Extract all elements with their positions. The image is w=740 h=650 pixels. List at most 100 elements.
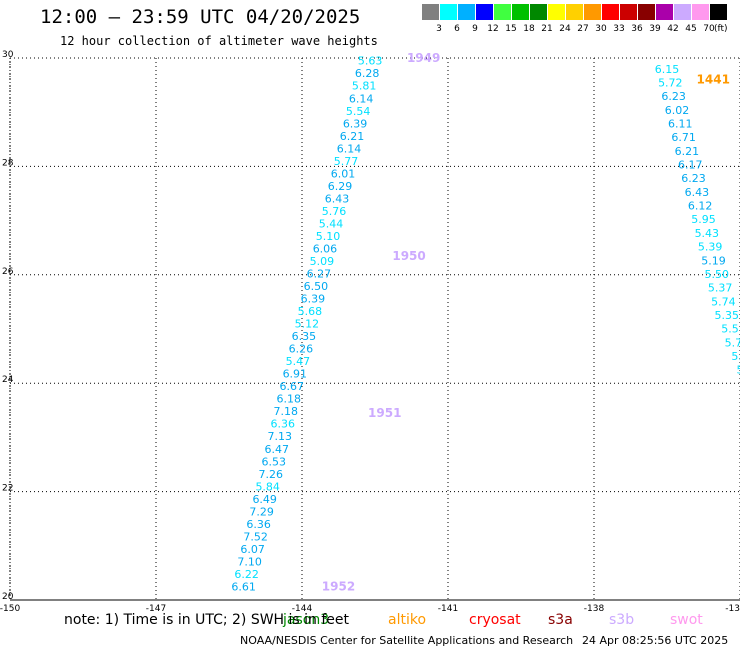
swh-value-track-b: 6.23: [661, 90, 686, 103]
color-scale-label: 6: [454, 24, 460, 34]
swh-value-track-b: 5.: [731, 350, 740, 363]
swh-value-track-b: 6.11: [668, 118, 693, 131]
time-label: 1441: [697, 73, 730, 87]
color-scale-label: 3: [436, 24, 442, 34]
x-tick-label: -141: [438, 604, 458, 612]
swh-value-track-b: 5.43: [695, 227, 720, 240]
chart-subtitle: 12 hour collection of altimeter wave hei…: [60, 34, 378, 48]
swh-value-track-a: 5.12: [295, 318, 320, 331]
color-scale-unit: (ft): [714, 24, 728, 34]
swh-value-track-a: 6.61: [231, 580, 256, 593]
color-swatch: [602, 4, 619, 20]
swh-value-track-a: 5.81: [352, 80, 377, 93]
color-swatch: [638, 4, 655, 20]
color-swatch: [494, 4, 511, 20]
swh-value-track-a: 6.50: [304, 280, 329, 293]
satellite-legend: jason3 altiko cryosat s3a s3b swot: [0, 612, 740, 632]
x-tick-label: -138: [584, 604, 605, 612]
swh-value-track-a: 6.28: [355, 67, 380, 80]
color-swatch: [422, 4, 439, 20]
swh-value-track-a: 5.10: [316, 230, 341, 243]
x-tick-label: -13: [725, 604, 740, 612]
color-swatch: [584, 4, 601, 20]
swh-value-track-a: 6.91: [283, 368, 308, 381]
color-swatch: [710, 4, 727, 20]
swh-value-track-a: 7.18: [274, 405, 299, 418]
color-scale-label: 15: [505, 24, 517, 34]
swh-value-track-b: 6.15: [655, 63, 680, 76]
swh-value-track-a: 7.10: [237, 555, 262, 568]
color-swatch: [476, 4, 493, 20]
swh-value-track-b: 6.02: [665, 104, 690, 117]
swh-value-track-a: 6.43: [325, 192, 350, 205]
swh-value-track-a: 5.44: [319, 217, 344, 230]
time-label: 1951: [368, 406, 401, 420]
satellite-legend-jason3: jason3: [283, 612, 330, 628]
swh-value-track-a: 5.68: [298, 305, 323, 318]
swh-value-track-a: 6.14: [337, 142, 362, 155]
swh-value-track-b: 6.12: [688, 200, 713, 213]
swh-value-track-a: 6.01: [331, 167, 356, 180]
color-scale-label: 36: [631, 24, 643, 34]
y-tick-label: 28: [2, 158, 14, 168]
swh-value-track-b: 6.21: [675, 145, 700, 158]
time-label: 1949: [407, 51, 440, 65]
swh-value-track-a: 5.54: [346, 105, 371, 118]
swh-value-track-a: 6.21: [340, 130, 365, 143]
color-scale-label: 33: [613, 24, 625, 34]
swh-value-track-b: 5.37: [708, 282, 733, 295]
swh-value-track-b: 5: [737, 364, 740, 377]
color-scale-label: 39: [649, 24, 661, 34]
footer-note: note: 1) Time is in UTC; 2) SWH is in fe…: [64, 612, 350, 628]
x-tick-label: -147: [146, 604, 166, 612]
swh-value-track-b: 5.35: [714, 309, 739, 322]
swh-value-track-a: 6.14: [349, 92, 374, 105]
color-scale-label: 45: [685, 24, 697, 34]
color-swatch: [530, 4, 547, 20]
color-scale-label: 24: [559, 24, 571, 34]
swh-value-track-a: 6.47: [264, 443, 289, 456]
satellite-legend-altiko: altiko: [388, 612, 427, 628]
swh-value-track-a: 6.39: [301, 293, 326, 306]
color-swatch: [566, 4, 583, 20]
swh-value-track-a: 6.27: [307, 268, 332, 281]
color-swatch: [512, 4, 529, 20]
swh-value-track-a: 7.29: [249, 505, 274, 518]
swh-value-track-a: 6.26: [289, 343, 314, 356]
swh-value-track-a: 5.09: [310, 255, 335, 268]
swh-value-track-b: 5.74: [711, 295, 736, 308]
swh-value-track-a: 6.39: [343, 117, 368, 130]
color-swatch: [440, 4, 457, 20]
color-scale-label: 70: [703, 24, 715, 34]
color-scale-label: 21: [541, 24, 553, 34]
color-scale-label: 18: [523, 24, 535, 34]
x-tick-label: -150: [0, 604, 20, 612]
generated-timestamp: 24 Apr 08:25:56 UTC 2025: [582, 634, 729, 647]
satellite-legend-swot: swot: [670, 612, 703, 628]
y-tick-label: 22: [2, 484, 13, 494]
swh-value-track-a: 6.36: [271, 418, 296, 431]
y-tick-label: 24: [2, 375, 14, 385]
swh-value-track-a: 6.29: [328, 180, 353, 193]
swh-value-track-b: 5.39: [698, 241, 723, 254]
color-scale-label: 27: [577, 24, 589, 34]
color-swatch: [458, 4, 475, 20]
swh-value-track-b: 6.43: [685, 186, 710, 199]
swh-value-track-a: 6.67: [280, 380, 305, 393]
swh-value-track-a: 7.26: [258, 468, 283, 481]
swh-value-track-b: 5.95: [691, 213, 716, 226]
time-label: 1952: [322, 579, 355, 593]
swh-value-track-a: 6.35: [292, 330, 317, 343]
swh-value-track-a: 5.84: [255, 480, 280, 493]
swh-value-track-a: 6.07: [240, 543, 265, 556]
swh-value-track-b: 5.50: [705, 268, 730, 281]
color-swatch: [674, 4, 691, 20]
color-scale-label: 12: [487, 24, 499, 34]
x-tick-label: -144: [292, 604, 313, 612]
swh-value-track-a: 6.36: [246, 518, 271, 531]
credit-line: NOAA/NESDIS Center for Satellite Applica…: [240, 634, 574, 647]
swh-value-track-b: 5.5: [721, 323, 739, 336]
swh-value-track-a: 7.13: [268, 430, 293, 443]
swh-value-track-a: 6.22: [234, 568, 259, 581]
swh-value-track-a: 5.76: [322, 205, 347, 218]
